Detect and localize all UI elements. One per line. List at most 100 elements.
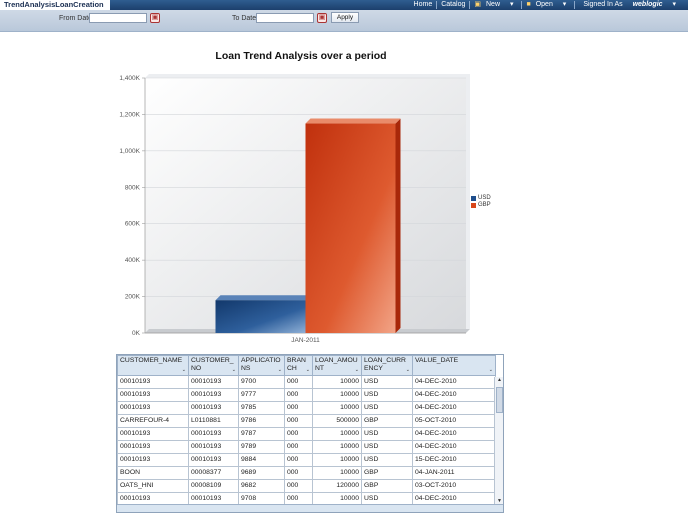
table-cell-branch: 000 — [284, 466, 313, 480]
app-title: TrendAnalysisLoanCreation — [0, 0, 110, 10]
table-cell-branch: 000 — [284, 440, 313, 454]
table-row[interactable]: 00010193 00010193 9777 000 10000 USD 04-DEC-20… — [117, 388, 496, 402]
table-cell-branch: 000 — [284, 453, 313, 467]
table-cell-loan-amount: 10000 — [312, 388, 362, 402]
column-header-customer-name[interactable]: CUSTOMER_NAME ⌄ — [117, 355, 189, 376]
bar-usd-top — [215, 295, 311, 301]
table-cell-loan-amount: 500000 — [312, 414, 362, 428]
to-date-label: To Date — [232, 15, 257, 22]
new-menu[interactable]: ▣ New ▾ — [470, 0, 521, 10]
table-cell-applications: 9787 — [238, 427, 285, 441]
chart-title: Loan Trend Analysis over a period — [215, 50, 387, 62]
y-tick-label: 800K — [125, 184, 141, 191]
table-cell-value-date: 03-OCT-2010 — [412, 479, 496, 493]
sort-chevron-icon[interactable]: ⌄ — [277, 367, 282, 373]
table-cell-customer-name: 00010193 — [117, 453, 189, 467]
legend-item-gbp[interactable]: GBP — [471, 202, 491, 209]
table-cell-value-date: 15-DEC-2010 — [412, 453, 496, 467]
table-cell-customer-name: 00010193 — [117, 388, 189, 402]
column-header-loan-currency[interactable]: LOAN_CURRENCY ⌄ — [361, 355, 413, 376]
sort-chevron-icon[interactable]: ⌄ — [305, 367, 310, 373]
divider — [469, 1, 471, 9]
table-cell-customer-name: CARREFOUR-4 — [117, 414, 189, 428]
from-date-calendar-icon[interactable]: ▣ — [150, 13, 160, 23]
table-row[interactable]: 00010193 00010193 9789 000 10000 USD 04-DEC-20… — [117, 440, 496, 454]
chevron-down-icon: ▾ — [509, 1, 514, 8]
new-menu-label: New — [486, 1, 501, 8]
table-row[interactable]: 00010193 00010193 9884 000 10000 USD 15-DEC-20… — [117, 453, 496, 467]
table-cell-loan-amount: 10000 — [312, 401, 362, 415]
loan-trend-chart: 0K 200K 400K 600K 800K 1,000K 1,200K 1,400K JAN-… — [119, 74, 470, 344]
table-cell-applications: 9777 — [238, 388, 285, 402]
table-vertical-scrollbar[interactable]: ▲ ▼ — [494, 377, 503, 505]
table-cell-loan-currency: USD — [361, 375, 413, 389]
divider — [436, 1, 438, 9]
column-header-value-date[interactable]: VALUE_DATE ⌄ — [412, 355, 496, 376]
table-cell-branch: 000 — [284, 401, 313, 415]
table-row[interactable]: CARREFOUR-4 L0110881 9786 000 500000 GBP 05-OC… — [117, 414, 496, 428]
sort-chevron-icon[interactable]: ⌄ — [181, 367, 186, 373]
scrollbar-thumb[interactable] — [496, 387, 503, 413]
table-cell-branch: 000 — [284, 388, 313, 402]
table-cell-customer-name: 00010193 — [117, 427, 189, 441]
column-header-loan-amount[interactable]: LOAN_AMOUNT ⌄ — [312, 355, 362, 376]
table-cell-loan-amount: 10000 — [312, 453, 362, 467]
table-row[interactable]: BOON 00008377 9689 000 10000 GBP 04-JAN-2011 — [117, 466, 496, 480]
y-tick-label: 1,200K — [119, 111, 140, 118]
table-cell-loan-currency: USD — [361, 388, 413, 402]
table-cell-loan-amount: 10000 — [312, 440, 362, 454]
table-cell-loan-currency: GBP — [361, 414, 413, 428]
loan-data-table: CUSTOMER_NAME ⌄ CUSTOMER_NO ⌄ APPLICATIONS… — [116, 354, 504, 513]
y-tick-label: 1,000K — [119, 148, 140, 155]
table-cell-loan-currency: USD — [361, 401, 413, 415]
table-cell-loan-amount: 10000 — [312, 375, 362, 389]
table-cell-loan-amount: 10000 — [312, 466, 362, 480]
column-header-applications[interactable]: APPLICATIONS ⌄ — [238, 355, 285, 376]
table-cell-customer-no: L0110881 — [188, 414, 239, 428]
table-cell-applications: 9785 — [238, 401, 285, 415]
table-row[interactable]: 00010193 00010193 9700 000 10000 USD 04-DEC-20… — [117, 375, 496, 389]
table-cell-loan-amount: 10000 — [312, 427, 362, 441]
scroll-down-icon[interactable]: ▼ — [497, 498, 502, 504]
table-cell-applications: 9682 — [238, 479, 285, 493]
new-document-icon: ▣ — [474, 1, 481, 8]
scroll-up-icon[interactable]: ▲ — [497, 377, 502, 383]
apply-button[interactable]: Apply — [331, 12, 359, 23]
catalog-link[interactable]: Catalog — [441, 1, 466, 8]
table-cell-customer-no: 00010193 — [188, 375, 239, 389]
table-cell-customer-no: 00010193 — [188, 388, 239, 402]
signed-in-menu[interactable]: Signed In As weblogic ▾ — [575, 0, 684, 10]
table-cell-customer-name: 00010193 — [117, 375, 189, 389]
from-date-input[interactable] — [89, 13, 147, 23]
table-row[interactable]: 00010193 00010193 9708 000 10000 USD 04-DEC-20… — [117, 492, 496, 506]
home-link[interactable]: Home — [413, 1, 433, 8]
chevron-down-icon: ▾ — [562, 1, 567, 8]
bar-gbp-top — [305, 118, 401, 124]
table-cell-customer-no: 00008377 — [188, 466, 239, 480]
open-menu[interactable]: ■ Open ▾ — [522, 0, 574, 10]
legend-label-gbp: GBP — [478, 202, 491, 208]
table-cell-branch: 000 — [284, 414, 313, 428]
column-header-branch[interactable]: BRANCH ⌄ — [284, 355, 313, 376]
table-cell-value-date: 04-DEC-2010 — [412, 375, 496, 389]
table-row[interactable]: 00010193 00010193 9787 000 10000 USD 04-DEC-20… — [117, 427, 496, 441]
table-cell-branch: 000 — [284, 427, 313, 441]
table-cell-customer-name: BOON — [117, 466, 189, 480]
y-tick-label: 1,400K — [119, 75, 140, 82]
table-cell-value-date: 04-JAN-2011 — [412, 466, 496, 480]
column-header-customer-no[interactable]: CUSTOMER_NO ⌄ — [188, 355, 239, 376]
table-cell-value-date: 04-DEC-2010 — [412, 388, 496, 402]
sort-chevron-icon[interactable]: ⌄ — [231, 367, 236, 373]
sort-chevron-icon[interactable]: ⌄ — [405, 367, 410, 373]
to-date-input[interactable] — [256, 13, 314, 23]
legend-item-usd[interactable]: USD — [471, 195, 491, 202]
sort-chevron-icon[interactable]: ⌄ — [488, 367, 493, 373]
to-date-calendar-icon[interactable]: ▣ — [317, 13, 327, 23]
table-cell-applications: 9884 — [238, 453, 285, 467]
sort-chevron-icon[interactable]: ⌄ — [354, 367, 359, 373]
table-row[interactable]: OATS_HNI 00008109 9682 000 120000 GBP 03-OCT-2… — [117, 479, 496, 493]
from-date-label: From Date — [59, 15, 93, 22]
table-cell-customer-no: 00008109 — [188, 479, 239, 493]
table-cell-applications: 9689 — [238, 466, 285, 480]
table-row[interactable]: 00010193 00010193 9785 000 10000 USD 04-DEC-20… — [117, 401, 496, 415]
